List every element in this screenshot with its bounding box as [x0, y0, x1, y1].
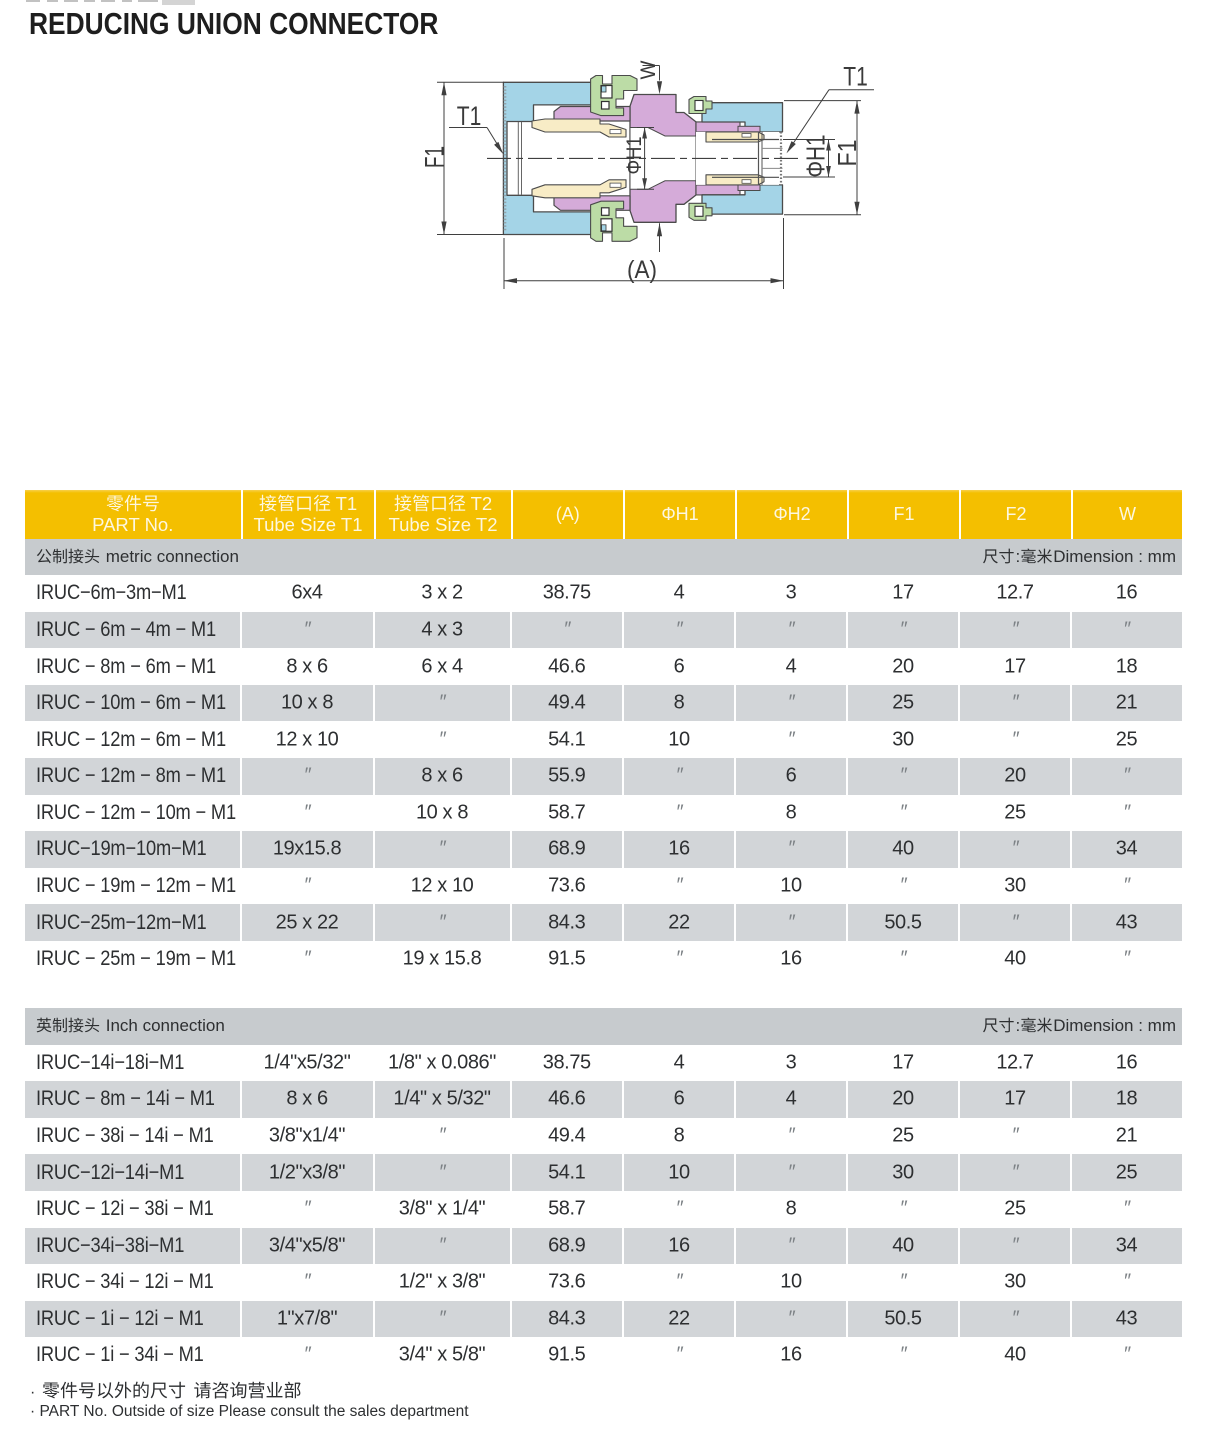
- svg-text:ΦH1: ΦH1: [623, 137, 646, 175]
- svg-text:ΦH1: ΦH1: [801, 135, 831, 178]
- svg-text:F1: F1: [832, 140, 862, 167]
- svg-text:(A): (A): [627, 256, 657, 284]
- svg-text:T1: T1: [457, 101, 482, 131]
- svg-text:T1: T1: [843, 62, 868, 92]
- svg-text:W: W: [637, 60, 660, 79]
- svg-text:F1: F1: [420, 146, 450, 168]
